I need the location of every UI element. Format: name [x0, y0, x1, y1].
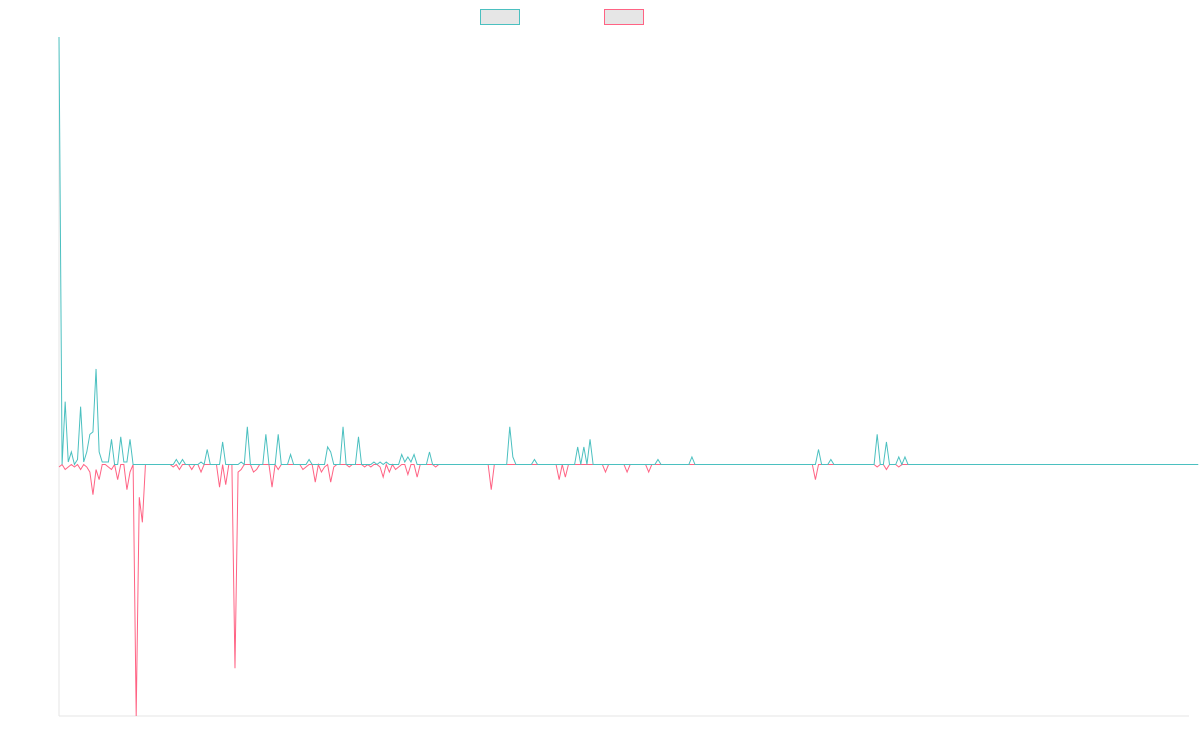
axes: [58, 37, 1189, 717]
series-line-1[interactable]: [58, 36, 1199, 466]
legend-swatch-series-1[interactable]: [480, 9, 520, 25]
series-layer: [58, 36, 1199, 717]
legend-swatch-series-2[interactable]: [604, 9, 644, 25]
series-line-2[interactable]: [58, 462, 1196, 717]
